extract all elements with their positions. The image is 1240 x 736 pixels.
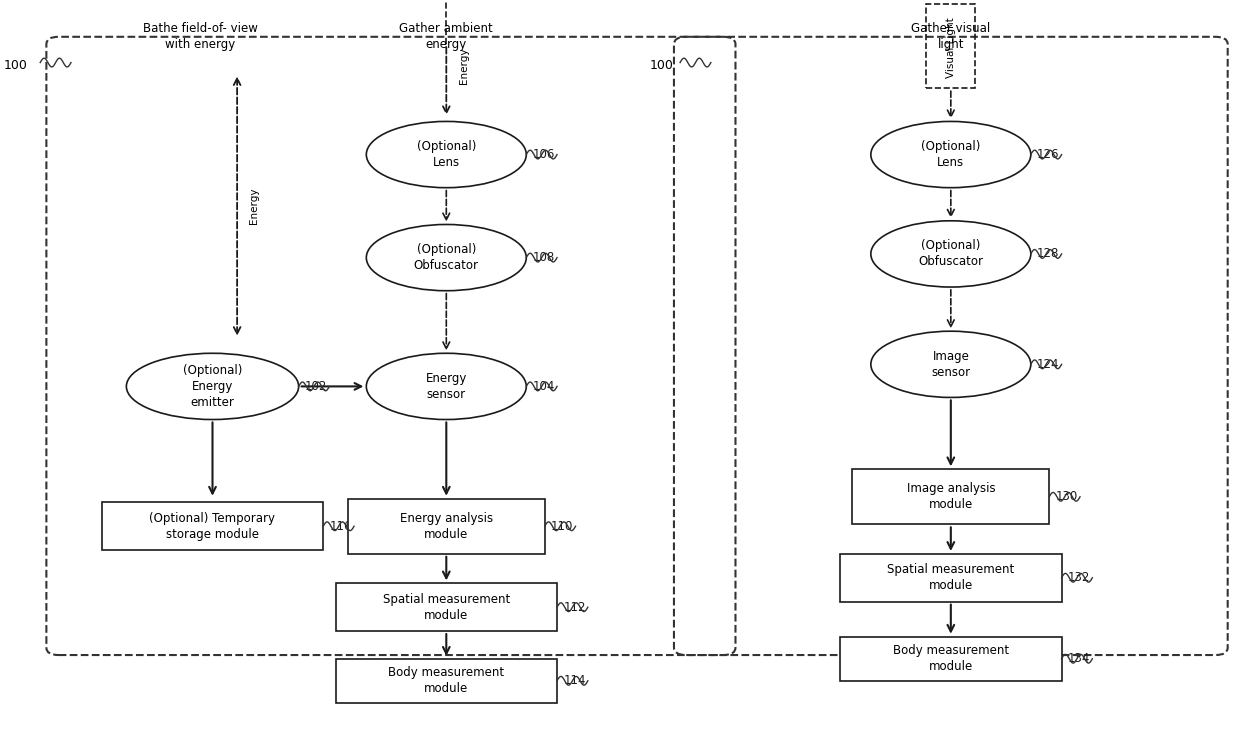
Ellipse shape	[126, 353, 299, 420]
FancyBboxPatch shape	[336, 583, 557, 631]
Text: 114: 114	[563, 674, 585, 687]
Text: 126: 126	[1037, 148, 1059, 161]
Text: Gather visual
light: Gather visual light	[911, 22, 991, 51]
Text: Spatial measurement
module: Spatial measurement module	[887, 563, 1014, 592]
Text: Body measurement
module: Body measurement module	[893, 644, 1009, 673]
Text: 116: 116	[330, 520, 352, 533]
Text: 134: 134	[1068, 652, 1090, 665]
Text: Visual Light: Visual Light	[946, 18, 956, 78]
Text: (Optional)
Lens: (Optional) Lens	[921, 140, 981, 169]
Ellipse shape	[870, 331, 1030, 397]
Text: Image
sensor: Image sensor	[931, 350, 971, 379]
Text: Bathe field-of- view
with energy: Bathe field-of- view with energy	[143, 22, 258, 51]
Text: (Optional) Temporary
storage module: (Optional) Temporary storage module	[150, 512, 275, 541]
Text: Energy: Energy	[249, 188, 259, 224]
Text: 104: 104	[532, 380, 554, 393]
Text: Body measurement
module: Body measurement module	[388, 666, 505, 696]
Text: 128: 128	[1037, 247, 1059, 261]
Text: 110: 110	[551, 520, 573, 533]
Text: 100: 100	[4, 59, 29, 72]
Text: Gather ambient
energy: Gather ambient energy	[399, 22, 494, 51]
Ellipse shape	[366, 224, 526, 291]
Ellipse shape	[870, 121, 1030, 188]
Text: Spatial measurement
module: Spatial measurement module	[383, 592, 510, 622]
Text: (Optional)
Energy
emitter: (Optional) Energy emitter	[182, 364, 242, 409]
FancyBboxPatch shape	[336, 659, 557, 703]
Ellipse shape	[366, 121, 526, 188]
Text: 124: 124	[1037, 358, 1059, 371]
Text: 112: 112	[563, 601, 585, 614]
Text: Energy analysis
module: Energy analysis module	[399, 512, 492, 541]
Text: 130: 130	[1055, 490, 1078, 503]
Text: Energy: Energy	[459, 48, 469, 85]
Text: 106: 106	[532, 148, 554, 161]
Text: 100: 100	[650, 59, 675, 72]
FancyBboxPatch shape	[348, 499, 544, 554]
Text: (Optional)
Obfuscator: (Optional) Obfuscator	[414, 243, 479, 272]
Ellipse shape	[366, 353, 526, 420]
Ellipse shape	[870, 221, 1030, 287]
Text: (Optional)
Lens: (Optional) Lens	[417, 140, 476, 169]
FancyBboxPatch shape	[839, 637, 1061, 681]
Text: 108: 108	[532, 251, 554, 264]
Text: Energy
sensor: Energy sensor	[425, 372, 467, 401]
FancyBboxPatch shape	[102, 503, 324, 551]
FancyBboxPatch shape	[852, 470, 1049, 524]
Text: Image analysis
module: Image analysis module	[906, 482, 996, 512]
Text: 132: 132	[1068, 571, 1090, 584]
FancyBboxPatch shape	[839, 553, 1061, 602]
Text: (Optional)
Obfuscator: (Optional) Obfuscator	[919, 239, 983, 269]
Text: 102: 102	[305, 380, 327, 393]
